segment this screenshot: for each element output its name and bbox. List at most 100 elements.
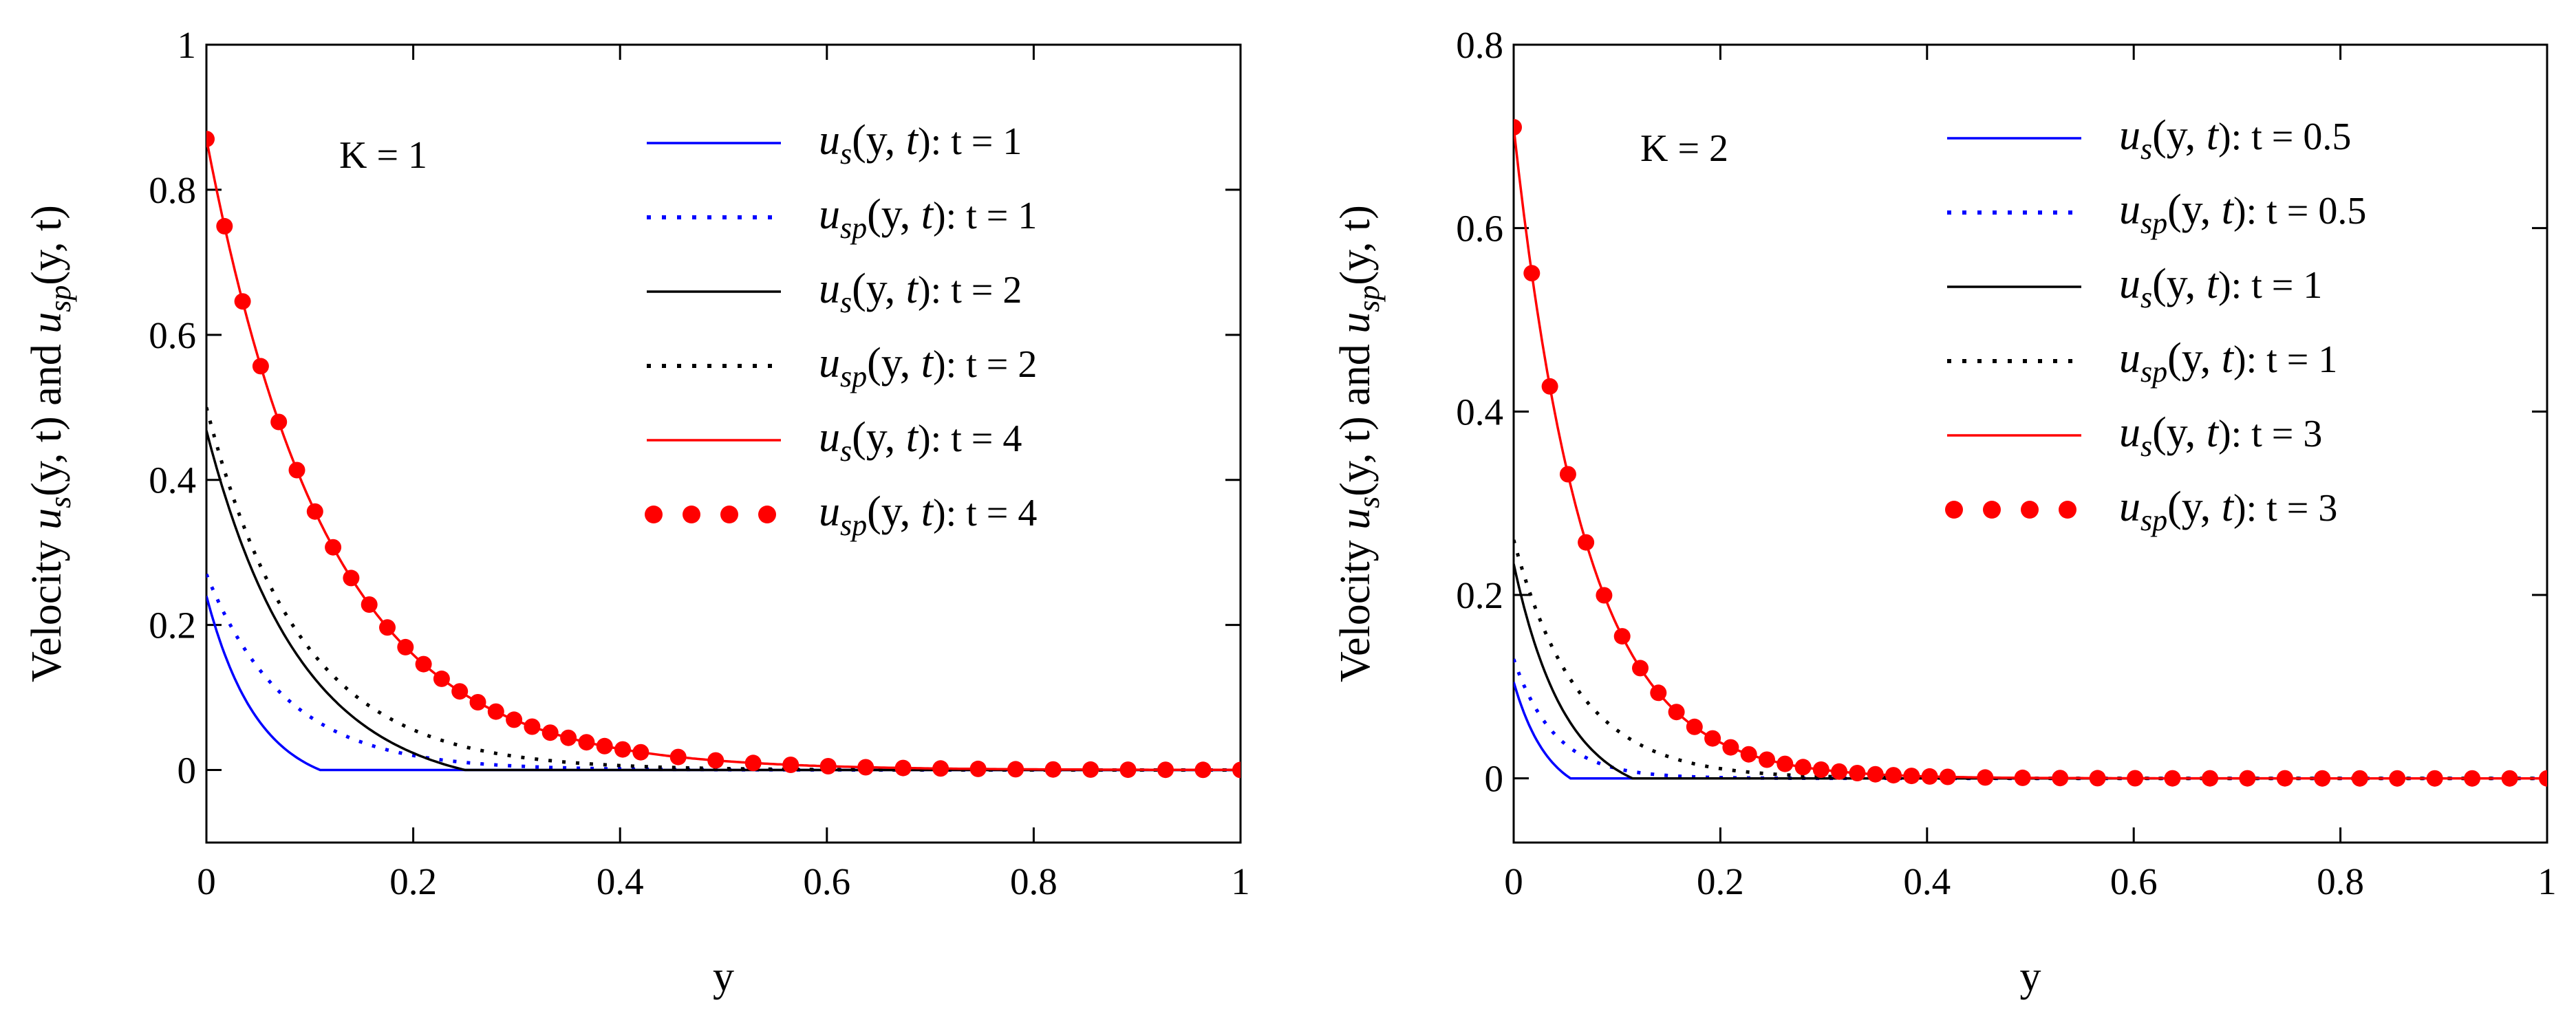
x-tick-label: 0.8 bbox=[2317, 860, 2364, 902]
data-point bbox=[288, 462, 305, 479]
data-point bbox=[524, 718, 541, 735]
data-point bbox=[1812, 761, 1829, 778]
y-tick-label: 0.6 bbox=[149, 314, 196, 356]
data-point bbox=[819, 758, 837, 774]
y-axis-label: Velocity us(y, t) and usp(y, t) bbox=[23, 205, 77, 682]
data-point bbox=[1650, 684, 1667, 702]
series-line-1 bbox=[1514, 682, 2547, 780]
data-point bbox=[1596, 587, 1613, 604]
data-point bbox=[541, 724, 559, 741]
legend-label: usp(y, t): t = 1 bbox=[2119, 335, 2337, 389]
data-point bbox=[1157, 761, 1174, 779]
legend-label: us(y, t): t = 1 bbox=[2119, 261, 2322, 314]
series-marker-line-6 bbox=[206, 138, 1241, 771]
data-point bbox=[506, 711, 523, 728]
data-point bbox=[1903, 768, 1920, 785]
x-tick-label: 0.2 bbox=[389, 860, 437, 902]
data-point bbox=[1514, 119, 1522, 135]
legend-swatch-marker bbox=[758, 506, 776, 523]
data-point bbox=[560, 729, 577, 746]
y-tick-label: 0.4 bbox=[149, 459, 196, 501]
series-dotted-4 bbox=[1514, 539, 2547, 781]
data-point bbox=[2239, 770, 2256, 787]
data-point bbox=[707, 752, 724, 769]
legend-label: us(y, t): t = 1 bbox=[819, 117, 1022, 171]
data-point bbox=[782, 757, 799, 773]
data-point bbox=[1977, 769, 1994, 786]
legend: us(y, t): t = 0.5 usp(y, t): t = 0.5 us(y,… bbox=[1945, 112, 2366, 537]
plot-frame bbox=[205, 43, 1242, 844]
data-point bbox=[744, 755, 762, 772]
data-point bbox=[433, 670, 450, 687]
data-point bbox=[325, 539, 342, 556]
data-point bbox=[1007, 761, 1024, 778]
data-point bbox=[669, 748, 687, 766]
data-point bbox=[2276, 770, 2293, 787]
x-tick-label: 0.4 bbox=[597, 860, 644, 902]
series-line-5 bbox=[1514, 127, 2547, 780]
data-point bbox=[1740, 746, 1757, 763]
legend-swatch-marker bbox=[683, 506, 700, 523]
legend-label: us(y, t): t = 2 bbox=[819, 265, 1022, 319]
y-tick-label: 1 bbox=[178, 24, 197, 66]
data-point bbox=[379, 619, 396, 636]
data-point bbox=[2052, 770, 2069, 787]
data-point bbox=[857, 759, 874, 776]
data-point bbox=[1119, 761, 1137, 779]
data-point bbox=[1559, 466, 1576, 483]
data-point bbox=[270, 413, 288, 431]
x-axis-label: y bbox=[2020, 953, 2041, 1000]
data-point bbox=[2314, 770, 2331, 787]
y-tick-label: 0 bbox=[178, 750, 197, 792]
data-point bbox=[252, 358, 269, 375]
data-area bbox=[206, 131, 1241, 779]
y-tick-label: 0 bbox=[1485, 758, 1504, 800]
k-annotation: K = 1 bbox=[339, 134, 427, 177]
data-point bbox=[596, 737, 613, 755]
x-tick-label: 1 bbox=[1231, 860, 1250, 902]
data-point bbox=[1867, 766, 1884, 783]
series-line-3 bbox=[1514, 563, 2547, 780]
data-point bbox=[1578, 534, 1595, 551]
legend-label: usp(y, t): t = 2 bbox=[819, 340, 1037, 393]
data-point bbox=[894, 759, 912, 777]
legend-swatch-marker bbox=[2059, 501, 2076, 519]
data-point bbox=[2501, 770, 2518, 787]
legend-label: usp(y, t): t = 3 bbox=[2119, 484, 2337, 537]
data-point bbox=[1632, 660, 1649, 677]
chart-panel-1: 0 0.2 0.4 0.6 0.8 1 0 0.2 0.4 0.6 0.8 1 y Velocity us… bbox=[23, 24, 1250, 1000]
data-point bbox=[2464, 770, 2481, 787]
series-dotted-4 bbox=[206, 406, 1241, 772]
data-point bbox=[2539, 770, 2547, 787]
data-point bbox=[1939, 768, 1956, 785]
data-point bbox=[2202, 770, 2218, 787]
data-point bbox=[2127, 770, 2144, 787]
data-point bbox=[451, 683, 469, 700]
data-point bbox=[1921, 768, 1938, 785]
x-tick-label: 0.4 bbox=[1903, 860, 1951, 902]
x-tick-label: 0.2 bbox=[1697, 860, 1744, 902]
x-tick-label: 0 bbox=[1504, 860, 1523, 902]
data-point bbox=[361, 596, 378, 613]
legend-swatch-marker bbox=[1983, 501, 2001, 519]
legend-label: usp(y, t): t = 0.5 bbox=[2119, 186, 2366, 240]
data-point bbox=[415, 655, 432, 673]
data-point bbox=[2351, 770, 2368, 787]
legend-label: usp(y, t): t = 1 bbox=[819, 191, 1037, 245]
data-point bbox=[632, 744, 650, 761]
data-point bbox=[469, 694, 486, 710]
y-axis-label: Velocity us(y, t) and usp(y, t) bbox=[1332, 205, 1386, 682]
legend: us(y, t): t = 1 usp(y, t): t = 1 us(y, t):… bbox=[645, 117, 1037, 542]
data-point bbox=[1794, 759, 1812, 776]
data-point bbox=[1885, 767, 1902, 784]
legend-label: us(y, t): t = 0.5 bbox=[2119, 112, 2351, 166]
data-point bbox=[578, 734, 595, 751]
data-point bbox=[1523, 265, 1541, 282]
legend-label: us(y, t): t = 4 bbox=[819, 414, 1022, 468]
y-tick-label: 0.8 bbox=[1456, 24, 1503, 66]
x-tick-label: 0 bbox=[197, 860, 216, 902]
data-point bbox=[1704, 730, 1721, 747]
data-point bbox=[1777, 755, 1794, 772]
data-point bbox=[234, 293, 251, 310]
data-point bbox=[2426, 770, 2443, 787]
